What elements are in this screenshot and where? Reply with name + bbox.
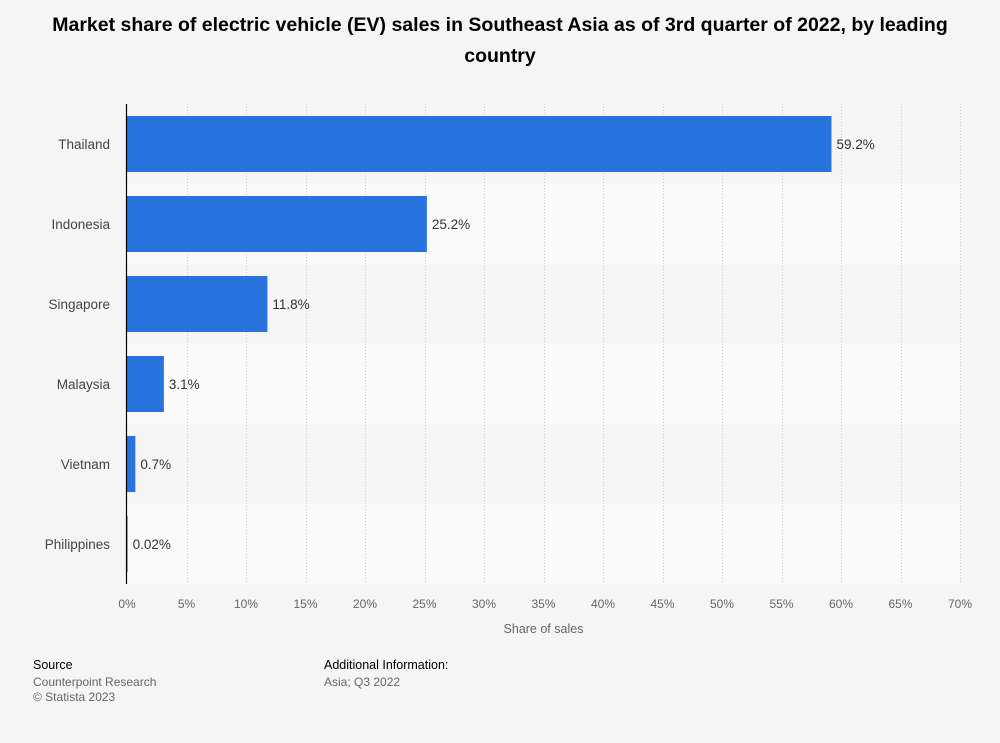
x-tick-label: 70%	[948, 597, 972, 611]
x-tick-label: 5%	[178, 597, 196, 611]
value-label-indonesia: 25.2%	[432, 217, 470, 232]
x-tick-label: 50%	[710, 597, 734, 611]
bar-philippines	[127, 516, 128, 572]
x-tick-label: 40%	[591, 597, 615, 611]
additional-info-text: Asia; Q3 2022	[324, 675, 401, 689]
x-tick-label: 60%	[829, 597, 853, 611]
bar-singapore	[127, 276, 268, 332]
x-tick-label: 35%	[531, 597, 555, 611]
value-label-thailand: 59.2%	[836, 137, 874, 152]
additional-info-label[interactable]: Additional Information:	[324, 658, 449, 672]
row-band	[127, 504, 960, 584]
category-label-thailand: Thailand	[58, 137, 110, 152]
x-tick-label: 65%	[888, 597, 912, 611]
row-band	[127, 424, 960, 504]
category-label-vietnam: Vietnam	[61, 457, 110, 472]
value-label-philippines: 0.02%	[133, 537, 171, 552]
category-label-indonesia: Indonesia	[51, 217, 110, 232]
value-label-singapore: 11.8%	[272, 297, 309, 312]
x-tick-label: 45%	[650, 597, 674, 611]
x-tick-label: 30%	[472, 597, 496, 611]
x-tick-label: 15%	[293, 597, 317, 611]
value-label-vietnam: 0.7%	[140, 457, 171, 472]
row-band	[127, 344, 960, 424]
source-line-1[interactable]: Counterpoint Research	[33, 675, 157, 689]
category-label-philippines: Philippines	[45, 537, 111, 552]
source-line-2: © Statista 2023	[33, 690, 116, 704]
category-label-singapore: Singapore	[48, 297, 110, 312]
bar-thailand	[127, 116, 832, 172]
x-tick-label: 0%	[118, 597, 136, 611]
x-tick-label: 20%	[353, 597, 377, 611]
bar-vietnam	[127, 436, 136, 492]
value-label-malaysia: 3.1%	[169, 377, 200, 392]
bar-malaysia	[127, 356, 164, 412]
x-axis-label: Share of sales	[504, 622, 584, 636]
x-tick-label: 25%	[412, 597, 436, 611]
x-tick-label: 10%	[234, 597, 258, 611]
category-label-malaysia: Malaysia	[57, 377, 111, 392]
x-tick-label: 55%	[769, 597, 793, 611]
source-label: Source	[33, 658, 73, 672]
bar-indonesia	[127, 196, 427, 252]
chart-title: Market share of electric vehicle (EV) sa…	[52, 14, 948, 67]
